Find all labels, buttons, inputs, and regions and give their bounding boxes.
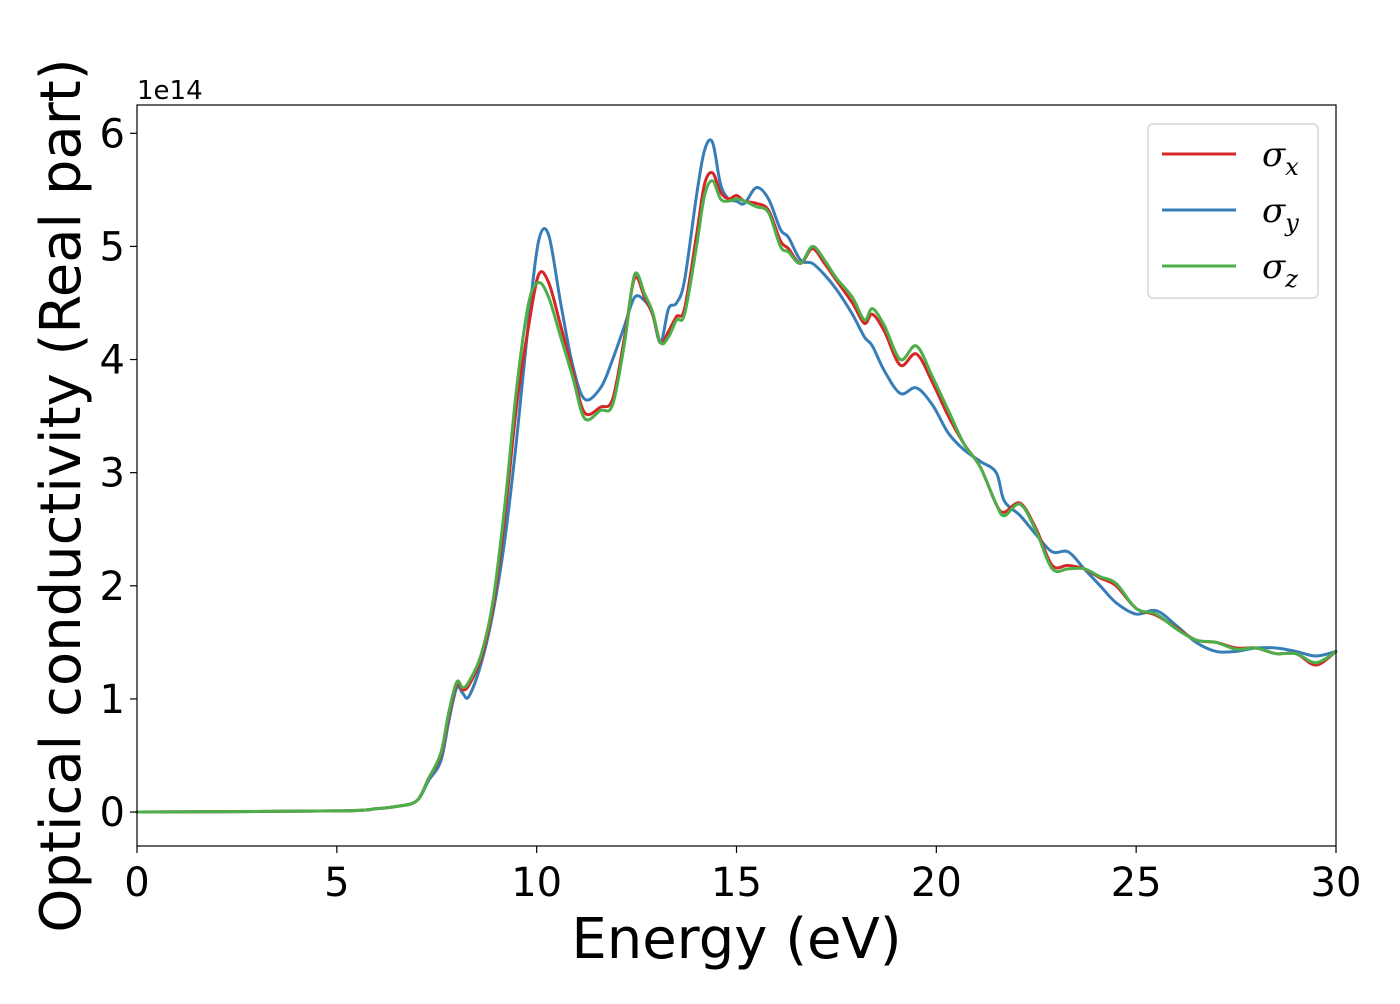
series-line-z xyxy=(135,179,1338,814)
legend-item-x: σx xyxy=(1162,135,1299,181)
x-axis-ticks: 0 5 10 15 20 25 30 xyxy=(124,846,1361,906)
legend: σx σy σz xyxy=(1147,123,1319,299)
y-tick-label: 1 xyxy=(100,677,125,723)
legend-item-y: σy xyxy=(1162,191,1299,237)
y-tick-label: 3 xyxy=(100,451,125,497)
x-axis-label: Energy (eV) xyxy=(571,907,901,972)
y-tick-label: 5 xyxy=(100,224,125,270)
y-tick-label: 4 xyxy=(100,338,125,384)
legend-label: σz xyxy=(1262,247,1298,293)
x-tick-label: 5 xyxy=(324,860,349,906)
y-axis-offset-label: 1e14 xyxy=(137,76,203,106)
y-axis-ticks: 0 1 2 3 4 5 6 xyxy=(100,111,137,836)
x-tick-label: 20 xyxy=(911,860,962,906)
legend-items: σx σy σz xyxy=(1162,135,1299,293)
legend-label: σy xyxy=(1262,191,1299,237)
x-tick-label: 25 xyxy=(1111,860,1162,906)
y-tick-label: 0 xyxy=(100,790,125,836)
x-tick-label: 15 xyxy=(711,860,762,906)
y-tick-label: 6 xyxy=(100,111,125,157)
legend-label: σx xyxy=(1262,135,1299,181)
series-lines xyxy=(135,138,1338,814)
x-tick-label: 10 xyxy=(511,860,562,906)
x-tick-label: 30 xyxy=(1311,860,1362,906)
x-tick-label: 0 xyxy=(124,860,149,906)
y-tick-label: 2 xyxy=(100,564,125,610)
y-axis-label: Optical conductivity (Real part) xyxy=(29,58,94,932)
legend-item-z: σz xyxy=(1162,247,1298,293)
